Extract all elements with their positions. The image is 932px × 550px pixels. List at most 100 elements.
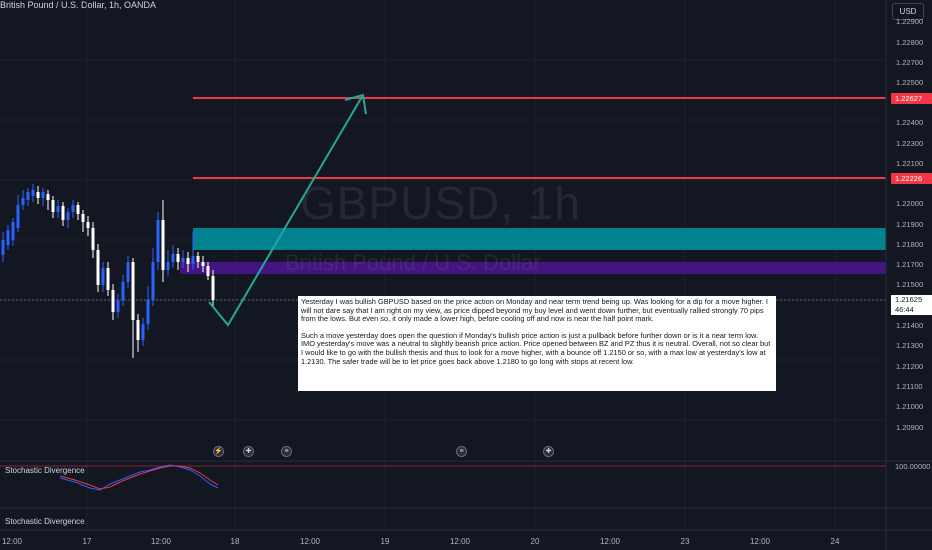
candle-body xyxy=(116,300,120,312)
symbol-title[interactable]: British Pound / U.S. Dollar, 1h, OANDA xyxy=(0,0,157,10)
candle-body xyxy=(126,262,130,282)
candle-body xyxy=(146,300,150,324)
time-axis-label: 12:00 xyxy=(449,537,471,546)
candle-body xyxy=(131,262,135,320)
time-axis-label: 18 xyxy=(230,537,240,546)
time-axis-label: 19 xyxy=(380,537,390,546)
candle-body xyxy=(96,250,100,285)
symbol-watermark: GBPUSD, 1h xyxy=(300,177,581,229)
price-axis-label: 1.21900 xyxy=(896,220,924,229)
stochastic-d-line xyxy=(59,465,219,490)
indicator-title[interactable]: Stochastic Divergence xyxy=(5,517,85,526)
candle-body xyxy=(206,266,210,276)
price-axis-label: 1.21100 xyxy=(896,382,923,391)
last-price-value: 1.21625 xyxy=(895,295,923,304)
price-axis-label: 1.22300 xyxy=(896,139,924,148)
time-axis-label: 12:00 xyxy=(599,537,621,546)
price-axis-label: 1.22900 xyxy=(896,17,924,26)
time-axis-label: 12:00 xyxy=(749,537,771,546)
bar-countdown: 46:44 xyxy=(895,305,914,314)
price-axis-label: 1.22400 xyxy=(896,118,924,127)
name-watermark: British Pound / U.S. Dollar xyxy=(285,250,541,275)
time-axis-label: 23 xyxy=(680,537,690,546)
last-price-tag: 1.21625 46:44 xyxy=(891,295,932,315)
candle-body xyxy=(186,258,190,264)
time-axis-label: 12:00 xyxy=(1,537,23,546)
oscillator-max-label: 100.00000 xyxy=(895,462,931,471)
note-paragraph: Such a move yesterday does open the ques… xyxy=(301,330,771,366)
price-axis-label: 1.21200 xyxy=(896,362,924,371)
price-axis-label: 1.20900 xyxy=(896,423,924,432)
candle-body xyxy=(31,190,35,196)
price-axis-label: 1.21000 xyxy=(896,402,924,411)
candle-body xyxy=(201,262,205,266)
candle-body xyxy=(91,228,95,250)
uk-flag-icon[interactable]: ✚ xyxy=(243,446,254,457)
candle-body xyxy=(1,240,5,255)
candle-body xyxy=(121,282,125,300)
candle-body xyxy=(16,205,20,228)
candle-body xyxy=(26,192,30,200)
candle-body xyxy=(21,198,25,205)
candle-body xyxy=(51,200,55,212)
projection-arrow xyxy=(208,94,364,327)
price-axis-label: 1.21400 xyxy=(896,321,924,330)
candle-body xyxy=(136,320,140,340)
candle-body xyxy=(36,192,40,198)
time-axis-label: 24 xyxy=(830,537,840,546)
candle-body xyxy=(86,222,90,228)
price-axis-label: 1.21800 xyxy=(896,240,924,249)
price-axis-label: 1.21300 xyxy=(896,341,924,350)
candle-body xyxy=(101,268,105,285)
uk-flag-icon[interactable]: ✚ xyxy=(543,446,554,457)
candle-body xyxy=(11,222,15,240)
candle-body xyxy=(196,256,200,262)
time-axis-label: 17 xyxy=(82,537,92,546)
candle-body xyxy=(56,206,60,212)
price-axis-label: 1.22000 xyxy=(896,199,924,208)
candle-body xyxy=(211,276,215,300)
us-flag-icon[interactable]: ≡ xyxy=(456,446,467,457)
price-axis-label: 1.22700 xyxy=(896,58,924,67)
candlesticks xyxy=(1,184,215,358)
note-paragraph: Yesterday I was bullish GBPUSD based on … xyxy=(301,297,768,324)
candle-body xyxy=(151,262,155,300)
time-axis-label: 12:00 xyxy=(299,537,321,546)
us-flag-icon[interactable]: ≡ xyxy=(281,446,292,457)
candle-body xyxy=(171,254,175,262)
candle-body xyxy=(81,214,85,222)
candle-body xyxy=(176,254,180,262)
time-axis-label: 20 xyxy=(530,537,540,546)
candle-body xyxy=(41,192,45,198)
candle-body xyxy=(71,205,75,212)
candle-body xyxy=(66,212,70,220)
analysis-note[interactable]: Yesterday I was bullish GBPUSD based on … xyxy=(298,296,776,391)
candle-body xyxy=(161,220,165,270)
candle-body xyxy=(106,268,110,290)
currency-button[interactable]: USD xyxy=(892,3,924,20)
price-axis-label: 1.21500 xyxy=(896,280,924,289)
candle-body xyxy=(61,206,65,220)
candle-body xyxy=(181,258,185,262)
buy-zone xyxy=(193,228,886,250)
time-axis-label: 12:00 xyxy=(150,537,172,546)
arrow-head xyxy=(344,93,367,115)
candle-body xyxy=(156,220,160,262)
pivot-zone xyxy=(180,262,886,274)
candle-body xyxy=(6,230,10,245)
candle-body xyxy=(166,262,170,270)
upper-level-tag: 1.22627 xyxy=(891,93,932,104)
candle-body xyxy=(111,290,115,312)
stochastic-k-line xyxy=(59,464,219,491)
price-axis-label: 1.22800 xyxy=(896,38,924,47)
candle-body xyxy=(141,324,145,340)
candle-body xyxy=(76,205,80,214)
candle-body xyxy=(46,194,50,200)
price-axis-label: 1.22500 xyxy=(896,78,924,87)
candle-body xyxy=(191,256,195,264)
price-axis-label: 1.21700 xyxy=(896,260,924,269)
indicator-title[interactable]: Stochastic Divergence xyxy=(5,466,85,475)
lightning-icon[interactable]: ⚡ xyxy=(213,446,224,457)
price-axis-label: 1.22100 xyxy=(896,159,924,168)
